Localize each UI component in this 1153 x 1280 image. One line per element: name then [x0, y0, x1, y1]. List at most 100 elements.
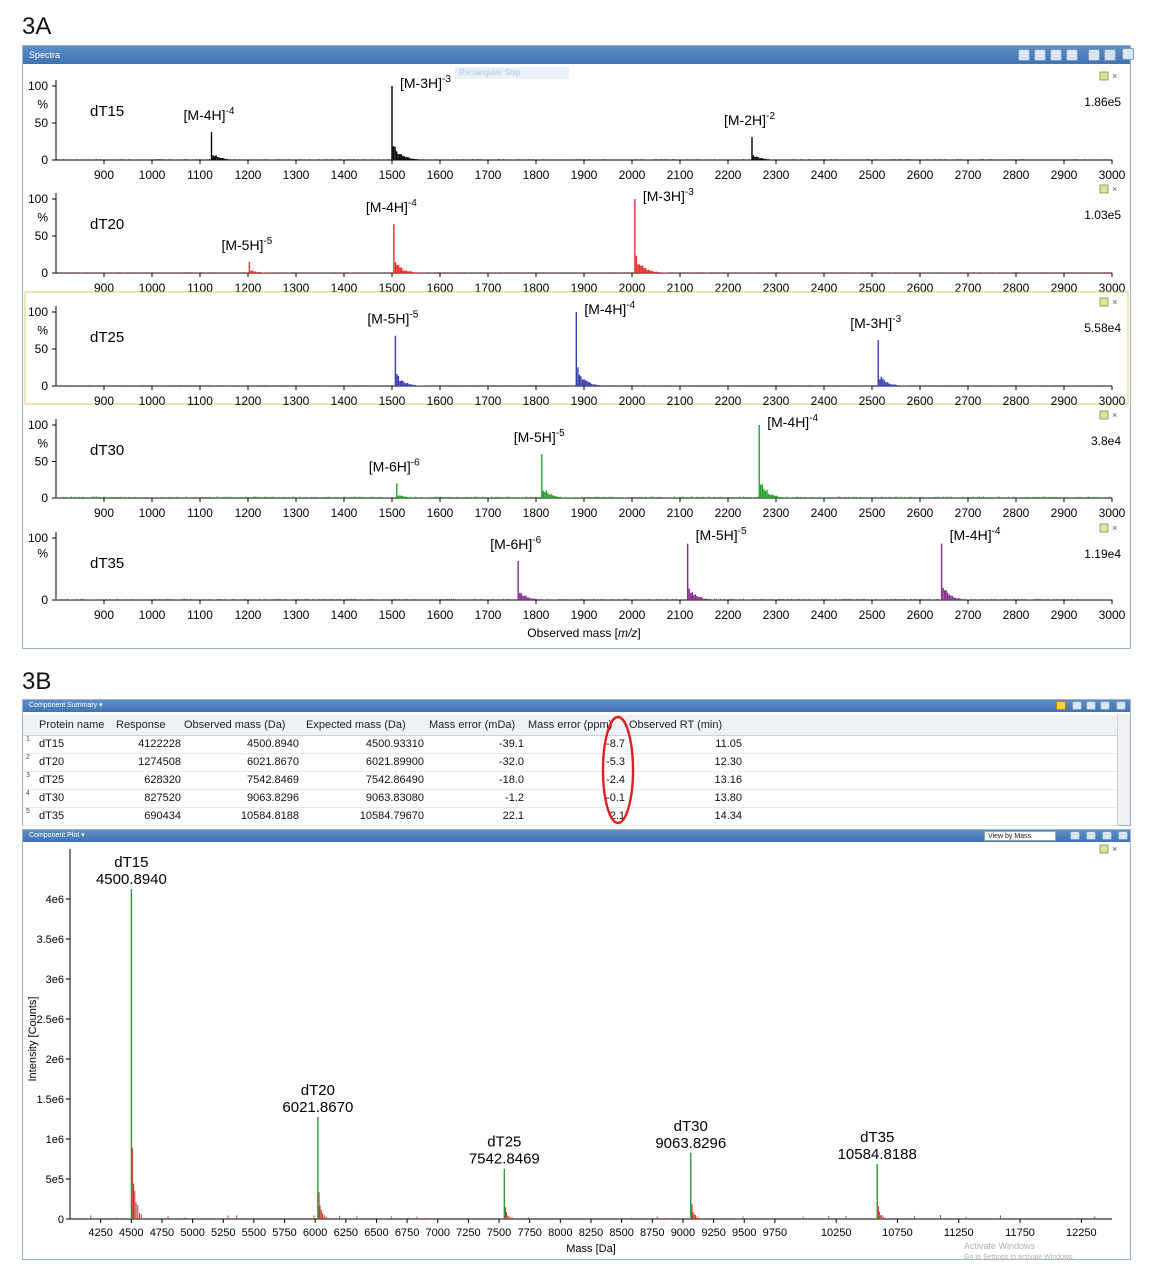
- x-tick-label: 2500: [859, 506, 886, 520]
- table-cell: -8.7: [606, 738, 625, 750]
- y-tick-label: %: [37, 436, 48, 450]
- peak-charge: -5: [556, 428, 565, 439]
- x-tick-label: 3000: [1099, 506, 1126, 520]
- peak-mass-label: 6021.8670: [282, 1099, 353, 1116]
- x-tick-label: 1700: [475, 281, 502, 295]
- peak-charge: -4: [226, 106, 235, 117]
- x-axis-title: Observed mass [m/z]: [527, 626, 640, 640]
- save-icon[interactable]: [1034, 49, 1046, 61]
- y-tick-label: 50: [35, 455, 49, 469]
- x-tick-label: 2900: [1051, 394, 1078, 408]
- print-icon[interactable]: [1050, 49, 1062, 61]
- component-plot-window: Component Plot ▾ View by Mass: [22, 829, 1131, 1260]
- table-scrollbar[interactable]: [1117, 714, 1130, 825]
- spectrum-panel-dt15: 100% 50 0 900 1000 1100 1200 1300 1400 1500 1600 17…: [28, 71, 1126, 182]
- peak-mass-label: 9063.8296: [655, 1135, 726, 1152]
- x-tick-label: 7750: [517, 1227, 541, 1239]
- close-icon: ×: [1112, 71, 1117, 81]
- copy-icon[interactable]: [1018, 49, 1030, 61]
- x-tick-label: 2400: [811, 506, 838, 520]
- spectra-titlebar: Spectra: [23, 46, 1134, 64]
- x-tick-label: 1000: [139, 608, 166, 622]
- peak-charge: -5: [738, 526, 747, 537]
- peak-label: [M-3H]-3: [850, 314, 901, 331]
- lock-icon[interactable]: [1056, 701, 1066, 710]
- table-body: 1 dT15 4122228 4500.8940 4500.93310 -39.1 -8.7…: [23, 735, 1118, 826]
- col-observed-mass[interactable]: Observed mass (Da): [184, 719, 286, 731]
- move-icon[interactable]: [1102, 831, 1112, 840]
- table-row[interactable]: 5 dT35 690434 10584.8188 10584.79670 22.1 2.1 1…: [23, 807, 1118, 826]
- plot-titlebar: Component Plot ▾ View by Mass: [23, 830, 1130, 842]
- x-tick-label: 2300: [763, 608, 790, 622]
- x-tick-label: 1100: [187, 168, 213, 182]
- x-tick-label: 900: [94, 394, 114, 408]
- pin-icon: [1099, 410, 1109, 420]
- settings-icon[interactable]: [1100, 701, 1110, 710]
- x-tick-label: 1100: [187, 506, 213, 520]
- x-tick-label: 9250: [701, 1227, 725, 1239]
- table-row[interactable]: 4 dT30 827520 9063.8296 9063.83080 -1.2 -0.1 13…: [23, 789, 1118, 808]
- pin-icon: [1099, 523, 1109, 533]
- x-tick-label: 1700: [475, 608, 502, 622]
- x-tick-label: 2600: [907, 506, 934, 520]
- x-tick-label: 2000: [619, 608, 646, 622]
- y-tick-label: 1.5e6: [36, 1094, 64, 1106]
- x-tick-label: 1000: [139, 168, 166, 182]
- x-tick-label: 2200: [715, 506, 742, 520]
- x-tick-label: 1400: [331, 394, 358, 408]
- table-cell: 13.80: [714, 792, 742, 804]
- table-row[interactable]: 2 dT20 1274508 6021.8670 6021.89900 -32.0 -5.3…: [23, 753, 1118, 772]
- x-tick-label: 1200: [235, 394, 262, 408]
- peak-mass-label: 10584.8188: [838, 1146, 917, 1163]
- x-tick-label: 2300: [763, 281, 790, 295]
- x-tick-label: 2100: [667, 281, 694, 295]
- max-intensity-label: 1.86e5: [1084, 95, 1121, 109]
- table-row[interactable]: 3 dT25 628320 7542.8469 7542.86490 -18.0 -2.4 1…: [23, 771, 1118, 790]
- x-tick-label: 2500: [859, 394, 886, 408]
- x-tick-label: 2500: [859, 281, 886, 295]
- restore-window-icon[interactable]: [1122, 48, 1134, 60]
- col-expected-mass[interactable]: Expected mass (Da): [306, 719, 406, 731]
- zoom-icon[interactable]: [1086, 831, 1096, 840]
- spectrum-panel-dt20: 100% 50 0 900 1000 1100 1200 1300 1400 1500 1600 17…: [28, 184, 1126, 295]
- x-tick-label: 2200: [715, 168, 742, 182]
- table-row[interactable]: 1 dT15 4122228 4500.8940 4500.93310 -39.1 -8.7…: [23, 735, 1118, 754]
- series-name-label: dT30: [90, 442, 124, 459]
- peak-dt35-0: [517, 560, 550, 600]
- col-response[interactable]: Response: [116, 719, 166, 731]
- y-tick-label: 100: [28, 418, 48, 432]
- y-axis-title: Intensity [Counts]: [27, 997, 39, 1082]
- restore-window-icon[interactable]: [1116, 701, 1126, 710]
- move-icon[interactable]: [1104, 49, 1116, 61]
- table-cell: 1274508: [138, 756, 181, 768]
- peak-label: [M-3H]-3: [643, 187, 694, 204]
- selected-panel-frame: [24, 291, 1129, 405]
- x-tick-label: 1600: [427, 168, 454, 182]
- col-protein-name[interactable]: Protein name: [39, 719, 105, 731]
- y-tick-label: 0: [41, 153, 48, 167]
- view-by-mass-select[interactable]: View by Mass: [984, 831, 1056, 841]
- x-tick-label: 2300: [763, 506, 790, 520]
- col-mass-error-ppm[interactable]: Mass error (ppm): [528, 719, 613, 731]
- x-tick-label: 2100: [667, 168, 694, 182]
- x-tick-label: 1300: [283, 281, 310, 295]
- filter-icon[interactable]: [1072, 701, 1082, 710]
- zoom-icon[interactable]: [1088, 49, 1100, 61]
- table-icon[interactable]: [1066, 49, 1078, 61]
- mass-plot: 0 5e5 1e6 1.5e6 2e6 2.5e6 3e6 3.5e6 4e6 4250 4500 4…: [27, 844, 1117, 1255]
- x-tick-label: 1300: [283, 506, 310, 520]
- table-cell: -18.0: [498, 774, 524, 786]
- export-icon[interactable]: [1086, 701, 1096, 710]
- col-observed-rt[interactable]: Observed RT (min): [629, 719, 723, 731]
- x-tick-label: 5750: [272, 1227, 296, 1239]
- col-mass-error-mda[interactable]: Mass error (mDa): [429, 719, 516, 731]
- y-tick-label: 50: [35, 229, 49, 243]
- pin-icon: [1099, 184, 1109, 194]
- table-cell: 10584.79670: [359, 810, 424, 822]
- x-tick-label: 1700: [475, 506, 502, 520]
- close-icon[interactable]: [1118, 831, 1128, 840]
- y-tick-label: 50: [35, 342, 49, 356]
- table-icon[interactable]: [1070, 831, 1080, 840]
- max-intensity-label: 3.8e4: [1091, 434, 1121, 448]
- peak-dt20-1: [393, 224, 426, 273]
